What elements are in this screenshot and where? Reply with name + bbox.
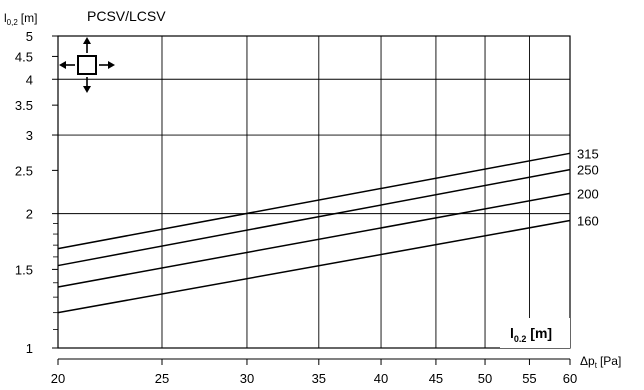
x-tick-label: 20: [51, 371, 65, 386]
x-axis-ticks: 20 25 30 35 40 45 50 55 60: [51, 359, 577, 386]
plot-border: [57, 35, 571, 349]
y-tick-label: 3.5: [15, 98, 33, 113]
series-line-250: [57, 168, 571, 267]
svg-text:l0.2 [m]: l0.2 [m]: [510, 325, 552, 344]
four-direction-arrows-square-icon: [59, 37, 115, 93]
series-label-160: 160: [577, 214, 599, 229]
x-tick-label: 55: [522, 371, 536, 386]
y-tick-label: 1: [26, 341, 33, 356]
series-line-160: [57, 219, 571, 314]
x-tick-label: 45: [429, 371, 443, 386]
series-line-200: [57, 192, 571, 288]
x-tick-label: 25: [155, 371, 169, 386]
series-group: 315 250 200 160: [57, 146, 599, 314]
inset-label-box: l0.2 [m]: [500, 318, 570, 348]
x-tick-label: 60: [563, 371, 577, 386]
grid: [58, 36, 570, 348]
series-label-200: 200: [577, 186, 599, 201]
y-tick-label: 4.5: [15, 49, 33, 64]
x-axis-label: Δpt [Pa]: [580, 354, 621, 370]
series-line-315: [57, 152, 571, 250]
y-tick-label: 5: [26, 29, 33, 44]
chart-title: PCSV/LCSV: [87, 8, 166, 24]
y-axis-ticks: 1 1.5 2 2.5 3 3.5 4 4.5 5: [15, 29, 58, 356]
plot-frame: [57, 35, 571, 360]
y-tick-label: 2: [26, 207, 33, 222]
x-tick-label: 35: [312, 371, 326, 386]
y-tick-label: 1.5: [15, 262, 33, 277]
x-tick-label: 30: [240, 371, 254, 386]
y-axis-label: l0,2 [m]: [4, 11, 37, 27]
y-tick-label: 4: [26, 72, 33, 87]
y-tick-label: 2.5: [15, 163, 33, 178]
x-tick-label: 40: [374, 371, 388, 386]
series-label-250: 250: [577, 163, 599, 178]
series-label-315: 315: [577, 146, 599, 161]
x-tick-label: 50: [478, 371, 492, 386]
y-tick-label: 3: [26, 128, 33, 143]
